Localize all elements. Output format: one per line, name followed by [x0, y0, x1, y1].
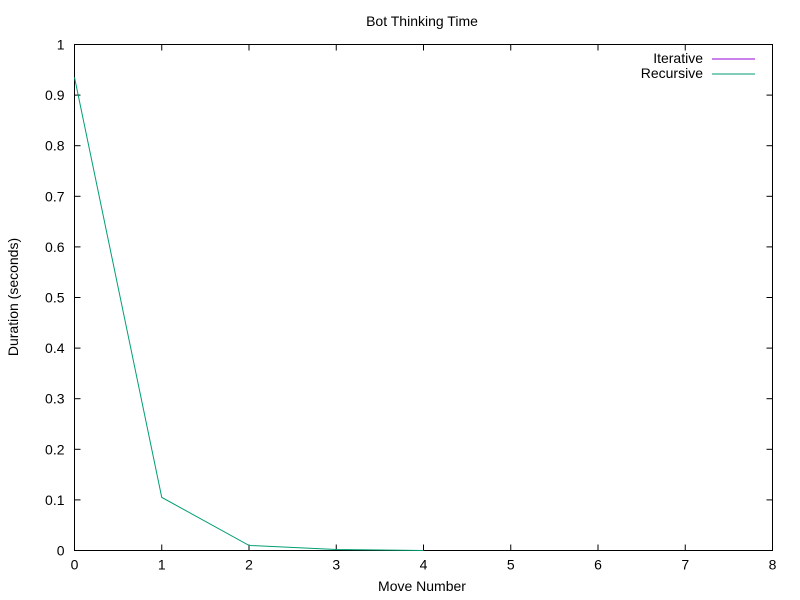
legend: Iterative Recursive [641, 50, 755, 81]
legend-label-recursive: Recursive [641, 65, 703, 81]
series-lines [74, 77, 424, 551]
y-axis-label: Duration (seconds) [5, 238, 21, 356]
plot-border [74, 44, 773, 551]
x-tick-label: 0 [71, 557, 79, 573]
x-tick-label: 2 [245, 557, 253, 573]
y-tick-label: 0.5 [45, 290, 65, 306]
x-tick-label: 7 [681, 557, 689, 573]
y-tick-label: 1 [57, 37, 65, 53]
legend-label-iterative: Iterative [653, 50, 703, 66]
chart-title: Bot Thinking Time [366, 13, 478, 29]
y-tick-label: 0.1 [45, 492, 65, 508]
axis-ticks: 0 1 2 3 4 5 6 7 8 0 0.1 0.2 0.3 0.4 0.5 0.6 0.7 0.8 0.9 1 [45, 37, 777, 573]
y-tick-label: 0 [57, 543, 65, 559]
y-tick-label: 0.8 [45, 138, 65, 154]
x-tick-label: 4 [420, 557, 428, 573]
series-line-recursive [74, 77, 424, 551]
x-tick-label: 1 [158, 557, 166, 573]
x-tick-label: 3 [332, 557, 340, 573]
x-axis-label: Move Number [378, 578, 466, 594]
y-tick-label: 0.7 [45, 188, 65, 204]
y-tick-label: 0.3 [45, 391, 65, 407]
y-tick-label: 0.2 [45, 441, 65, 457]
x-tick-label: 8 [769, 557, 777, 573]
y-tick-label: 0.4 [45, 340, 65, 356]
y-tick-label: 0.6 [45, 239, 65, 255]
x-tick-label: 5 [507, 557, 515, 573]
x-tick-label: 6 [594, 557, 602, 573]
y-tick-label: 0.9 [45, 87, 65, 103]
